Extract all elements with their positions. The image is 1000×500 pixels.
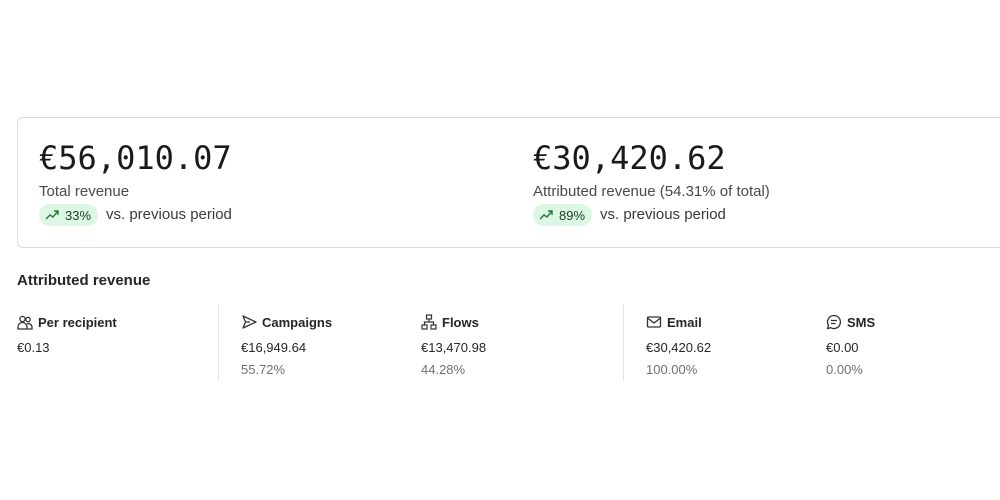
chat-icon [826, 314, 842, 330]
comparison: vs. previous period [600, 206, 726, 223]
kpi-card [17, 117, 1000, 248]
metric-value: €13,470.98 [421, 340, 487, 355]
kpi-value: €30,420.62 [533, 139, 726, 177]
metric-label: Flows [421, 314, 479, 330]
kpi-label: Attributed revenue (54.31% of total) [533, 183, 770, 200]
people-icon [17, 315, 33, 330]
trend-icon [539, 210, 553, 220]
metric-share: 0.00% [826, 362, 863, 377]
metric-value: €0.13 [17, 340, 50, 355]
metric-share: 100.00% [646, 362, 698, 377]
metric-share: 44.28% [421, 362, 466, 377]
label-text: Per recipient [38, 314, 117, 330]
change-value: 33% [65, 207, 92, 223]
metric-value: €16,949.64 [241, 340, 307, 355]
label-text: SMS [847, 314, 876, 330]
metric-label: Campaigns [241, 314, 332, 330]
mail-icon [646, 316, 662, 328]
label-text: Email [667, 314, 702, 330]
metric-label: Email [646, 314, 702, 330]
comparison: vs. previous period [106, 206, 232, 223]
section-title: Attributed revenue [17, 272, 151, 289]
kpi-label: Total revenue [39, 183, 130, 200]
metric-label: SMS [826, 314, 875, 330]
label-text: Campaigns [262, 314, 333, 330]
metric-value: €0.00 [826, 340, 859, 355]
change-badge: 33% [39, 204, 99, 226]
divider [218, 305, 219, 380]
metric-label: Per recipient [17, 314, 117, 330]
metric-share: 55.72% [241, 362, 286, 377]
change-badge: 89% [533, 204, 593, 226]
kpi-value: €56,010.07 [39, 139, 232, 177]
send-icon [242, 315, 257, 329]
flow-icon [421, 314, 437, 330]
trend-icon [45, 210, 59, 220]
metric-value: €30,420.62 [646, 340, 712, 355]
divider [623, 305, 624, 380]
change-value: 89% [559, 207, 586, 223]
label-text: Flows [442, 314, 479, 330]
